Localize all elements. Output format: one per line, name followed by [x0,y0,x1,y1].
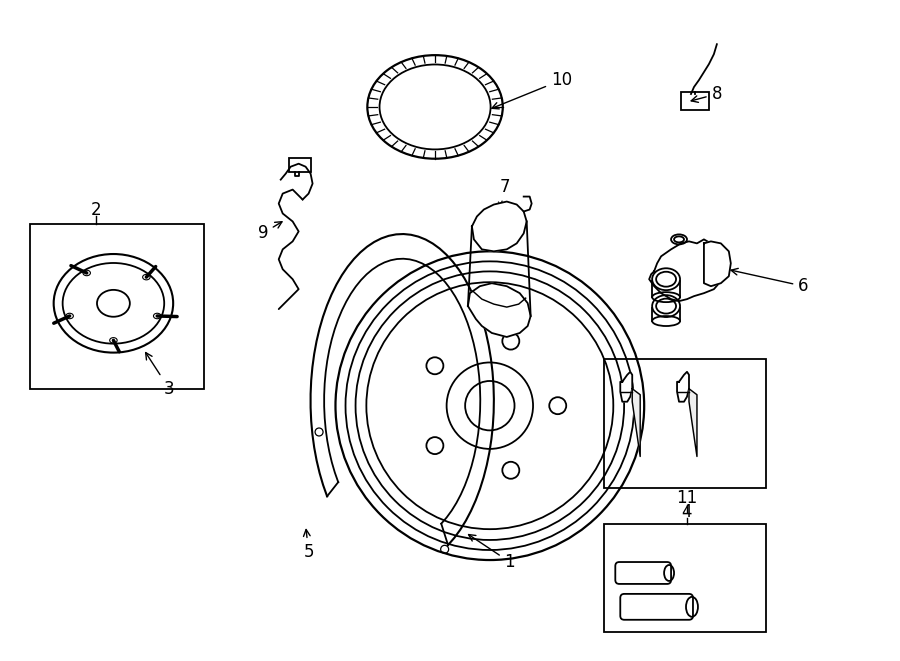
Polygon shape [468,283,531,337]
Bar [604,524,766,632]
Text: 5: 5 [303,529,314,561]
Polygon shape [632,389,640,457]
Text: 7: 7 [499,178,510,210]
Polygon shape [677,372,689,402]
Polygon shape [649,239,724,301]
Text: 6: 6 [731,268,809,295]
Text: 2: 2 [91,200,102,219]
Text: 8: 8 [691,85,722,103]
Text: 10: 10 [492,71,572,109]
Text: 1: 1 [469,535,515,571]
Text: 3: 3 [146,352,175,398]
Bar [289,158,310,172]
Polygon shape [472,202,526,251]
Bar [30,225,204,389]
Polygon shape [689,389,697,457]
Polygon shape [620,372,632,402]
Polygon shape [704,241,731,286]
Bar [604,359,766,488]
Text: 4: 4 [681,503,692,522]
Text: 11: 11 [677,489,698,507]
Text: 9: 9 [257,221,282,243]
